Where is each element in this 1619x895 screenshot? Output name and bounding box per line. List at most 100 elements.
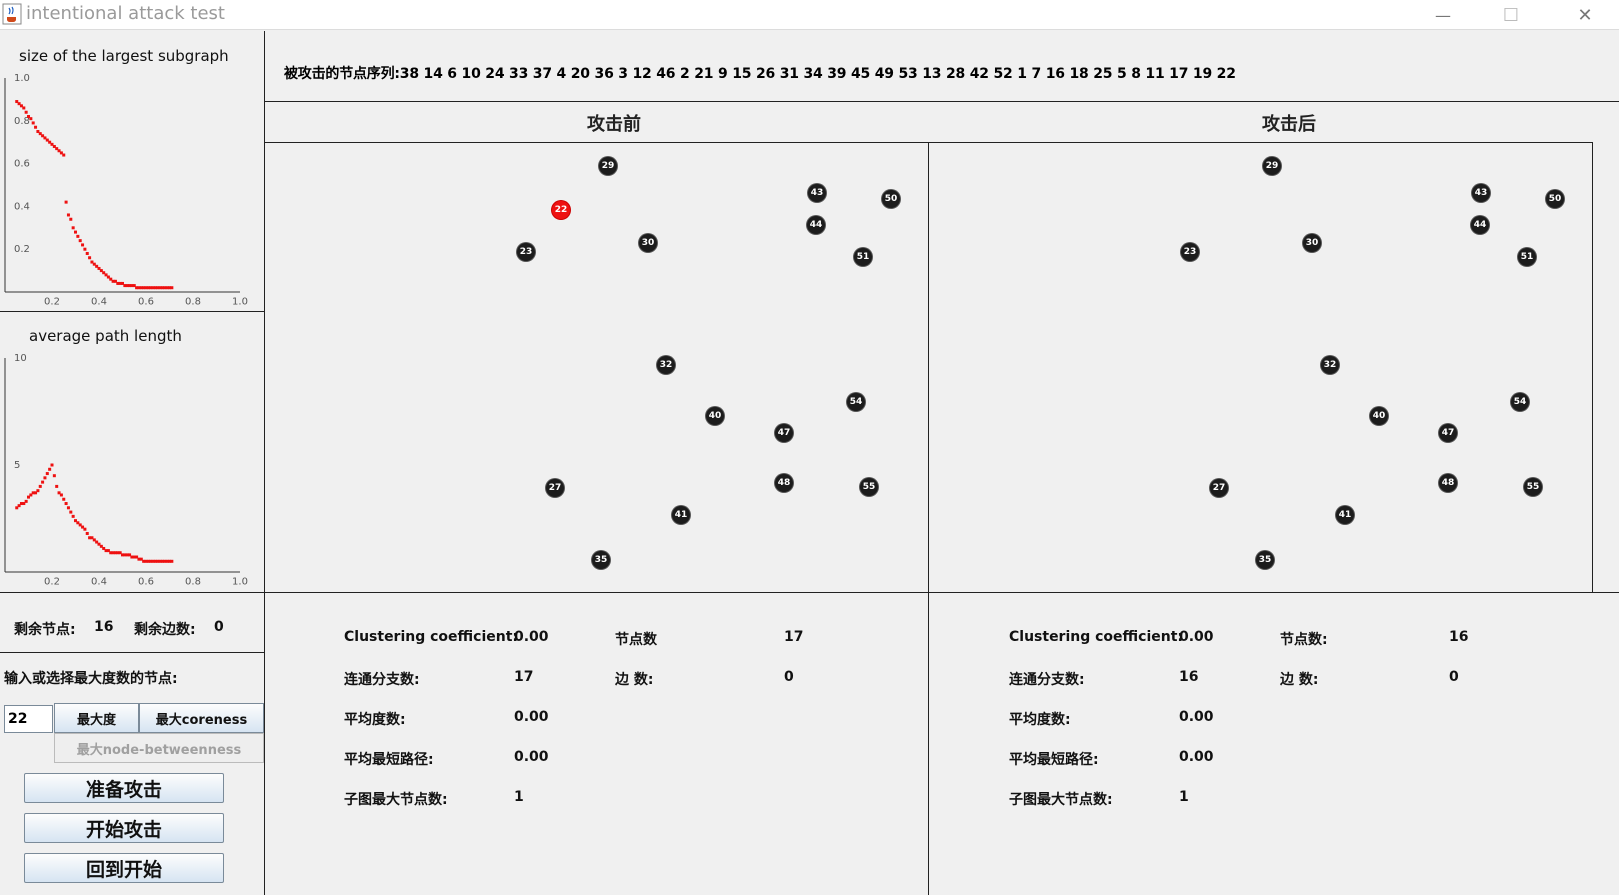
graph-node-30[interactable]: 30	[639, 234, 657, 252]
start-attack-button[interactable]: 开始攻击	[24, 813, 224, 843]
graph-node-30[interactable]: 30	[1303, 234, 1321, 252]
node-input-prompt: 输入或选择最大度数的节点:	[4, 671, 178, 687]
data-point	[153, 559, 157, 563]
graph-node-41[interactable]: 41	[672, 506, 690, 524]
graph-node-47[interactable]: 47	[775, 424, 793, 442]
after-avg-degree-value: 0.00	[1179, 709, 1214, 725]
graph-node-43[interactable]: 43	[1472, 184, 1490, 202]
graph-node-48[interactable]: 48	[1439, 474, 1457, 492]
data-point	[125, 553, 129, 557]
window-title: intentional attack test	[26, 3, 225, 24]
title-bar: intentional attack test — ☐ ✕	[0, 0, 1619, 30]
data-point	[99, 544, 103, 548]
data-point	[78, 523, 82, 527]
data-point	[45, 138, 49, 142]
graph-node-35[interactable]: 35	[1256, 551, 1274, 569]
data-point	[151, 559, 155, 563]
graph-node-51[interactable]: 51	[854, 248, 872, 266]
data-point	[88, 536, 92, 540]
graph-node-29[interactable]: 29	[1263, 157, 1281, 175]
data-point	[62, 153, 66, 157]
y-tick-label: 10	[14, 353, 27, 364]
graph-node-40[interactable]: 40	[1370, 407, 1388, 425]
remaining-divider	[0, 652, 264, 653]
stats-divider	[928, 592, 929, 895]
chart-divider	[0, 311, 264, 312]
minimize-button[interactable]: —	[1410, 0, 1476, 30]
max-betweenness-button[interactable]: 最大node-betweenness	[54, 733, 264, 763]
close-button[interactable]: ✕	[1552, 0, 1618, 30]
before-cc-label: Clustering coefficient:	[344, 629, 519, 645]
graph-node-55[interactable]: 55	[860, 478, 878, 496]
node-input[interactable]	[4, 705, 53, 733]
maximize-button[interactable]: ☐	[1478, 0, 1544, 30]
graph-node-27[interactable]: 27	[546, 479, 564, 497]
graph-node-54[interactable]: 54	[1511, 393, 1529, 411]
chart-title-largest-subgraph: size of the largest subgraph	[19, 47, 229, 65]
graph-node-32[interactable]: 32	[657, 356, 675, 374]
graph-node-54[interactable]: 54	[847, 393, 865, 411]
before-components-value: 17	[514, 669, 534, 685]
graph-node-32[interactable]: 32	[1321, 356, 1339, 374]
data-point	[76, 234, 80, 238]
data-point	[123, 284, 127, 288]
graph-node-29[interactable]: 29	[599, 157, 617, 175]
x-tick-label: 0.6	[138, 296, 154, 307]
data-point	[95, 264, 99, 268]
java-cup-icon	[2, 3, 22, 25]
graph-node-44[interactable]: 44	[807, 216, 825, 234]
before-nodes-label: 节点数	[615, 632, 657, 648]
max-coreness-button[interactable]: 最大coreness	[139, 703, 264, 733]
data-point	[146, 286, 150, 290]
y-tick-label: 0.6	[14, 159, 30, 170]
graph-node-55[interactable]: 55	[1524, 478, 1542, 496]
data-point	[118, 551, 122, 555]
prepare-attack-button[interactable]: 准备攻击	[24, 773, 224, 803]
graph-node-51[interactable]: 51	[1518, 248, 1536, 266]
before-avg-path-label: 平均最短路径:	[344, 752, 434, 768]
data-point	[163, 559, 167, 563]
data-point	[130, 284, 134, 288]
before-attack-graph[interactable]: 29 43 50 22 44 30 23 51 32 54 40 47 48 55 27 41 35	[264, 142, 929, 593]
graph-node-23[interactable]: 23	[1181, 243, 1199, 261]
graph-node-47[interactable]: 47	[1439, 424, 1457, 442]
graph-node-35[interactable]: 35	[592, 551, 610, 569]
graph-node-22[interactable]: 22	[552, 201, 570, 219]
before-max-subgraph-label: 子图最大节点数:	[344, 792, 448, 808]
graph-node-40[interactable]: 40	[706, 407, 724, 425]
data-point	[92, 538, 96, 542]
graph-node-41[interactable]: 41	[1336, 506, 1354, 524]
graph-node-48[interactable]: 48	[775, 474, 793, 492]
data-point	[109, 277, 113, 281]
after-attack-graph[interactable]: 29 43 50 44 30 23 51 32 54 40 47 48 55 27 41 35	[928, 142, 1593, 593]
graph-node-23[interactable]: 23	[517, 243, 535, 261]
data-point	[27, 115, 30, 119]
data-point	[113, 279, 117, 283]
close-icon: ✕	[1577, 4, 1593, 26]
max-degree-button[interactable]: 最大度	[54, 703, 139, 733]
graph-node-50[interactable]: 50	[1546, 190, 1564, 208]
data-point	[160, 286, 164, 290]
data-point	[95, 540, 99, 544]
data-point	[151, 286, 155, 290]
reset-button[interactable]: 回到开始	[24, 853, 224, 883]
data-point	[31, 121, 35, 125]
graph-node-50[interactable]: 50	[882, 190, 900, 208]
after-avg-path-value: 0.00	[1179, 749, 1214, 765]
graph-node-43[interactable]: 43	[808, 184, 826, 202]
after-nodes-value: 16	[1449, 629, 1469, 645]
x-tick-label: 0.4	[91, 296, 107, 307]
graph-node-27[interactable]: 27	[1210, 479, 1228, 497]
data-point	[69, 217, 73, 221]
remaining-nodes-value: 16	[94, 619, 114, 635]
remaining-edges-label: 剩余边数:	[134, 622, 196, 638]
before-avg-path-value: 0.00	[514, 749, 549, 765]
data-point	[121, 553, 124, 557]
data-point	[41, 480, 45, 484]
data-point	[24, 110, 28, 114]
graph-node-44[interactable]: 44	[1471, 216, 1489, 234]
data-point	[118, 281, 122, 285]
data-point	[125, 284, 129, 288]
data-point	[106, 275, 110, 279]
data-point	[109, 551, 113, 555]
